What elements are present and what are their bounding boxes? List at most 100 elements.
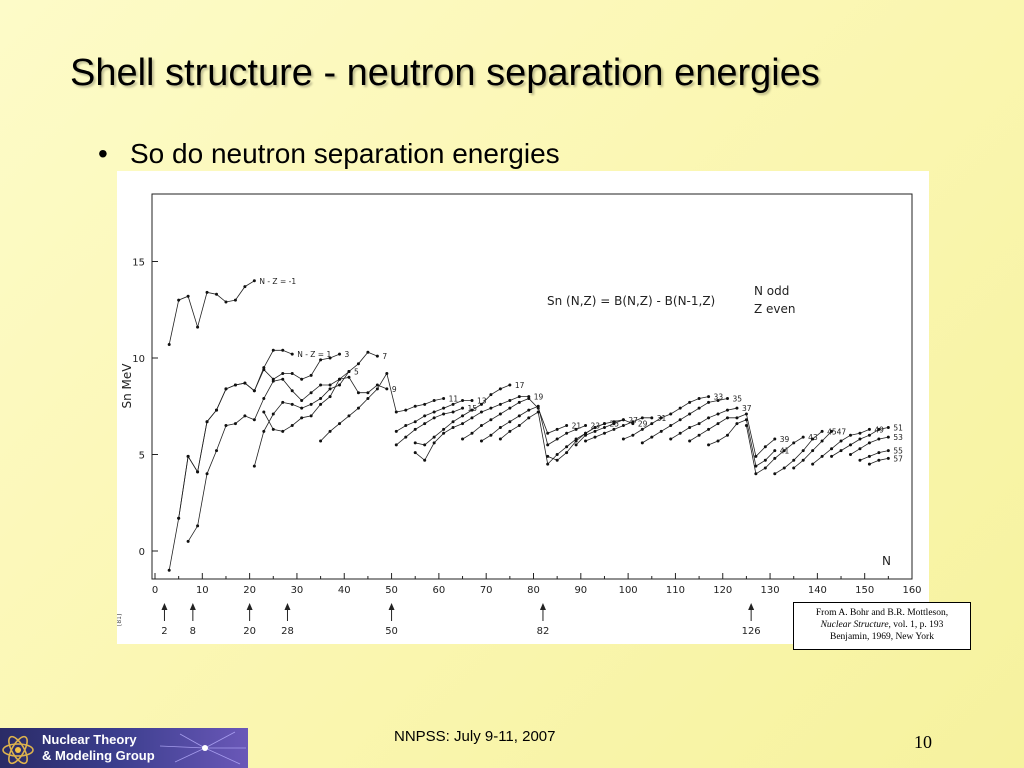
data-point xyxy=(300,406,304,410)
data-point xyxy=(565,424,569,428)
data-point xyxy=(271,379,275,383)
data-point xyxy=(442,412,446,416)
data-point xyxy=(725,408,729,412)
x-tick-label: 140 xyxy=(808,585,827,596)
data-point xyxy=(886,435,890,439)
data-point xyxy=(281,377,285,381)
data-point xyxy=(413,441,417,445)
bullet-item: • So do neutron separation energies xyxy=(98,138,560,170)
data-point xyxy=(356,406,360,410)
data-point xyxy=(479,424,483,428)
data-point xyxy=(858,431,862,435)
data-point xyxy=(707,416,711,420)
series-line xyxy=(187,371,350,542)
data-point xyxy=(338,422,342,426)
data-point xyxy=(688,412,692,416)
magic-arrow-head xyxy=(189,603,196,610)
data-point xyxy=(281,348,285,352)
data-point xyxy=(650,422,654,426)
magic-number-label: 8 xyxy=(190,626,196,637)
data-point xyxy=(867,427,871,431)
data-point xyxy=(886,449,890,453)
data-point xyxy=(470,431,474,435)
data-point xyxy=(848,443,852,447)
citation-line-3: Benjamin, 1969, New York xyxy=(830,632,934,642)
data-point xyxy=(309,414,313,418)
data-point xyxy=(546,454,550,458)
series-line xyxy=(689,413,776,458)
data-point xyxy=(290,352,294,356)
data-point xyxy=(744,412,748,416)
magic-arrow-head xyxy=(539,603,546,610)
data-point xyxy=(839,449,843,453)
data-point xyxy=(423,443,427,447)
data-point xyxy=(442,397,446,401)
data-point xyxy=(233,422,237,426)
data-point xyxy=(877,437,881,441)
data-point xyxy=(309,402,313,406)
data-point xyxy=(215,292,219,296)
data-point xyxy=(262,397,266,401)
data-point xyxy=(338,383,342,387)
series-label: 55 xyxy=(893,447,903,456)
magic-number-label: 20 xyxy=(243,626,256,637)
magic-arrow-head xyxy=(388,603,395,610)
data-point xyxy=(527,416,531,420)
y-tick-label: 5 xyxy=(139,451,145,462)
data-point xyxy=(461,437,465,441)
bullet-icon: • xyxy=(98,138,108,169)
x-tick-label: 30 xyxy=(291,585,304,596)
logo-text: Nuclear Theory & Modeling Group xyxy=(42,732,155,764)
data-point xyxy=(394,410,398,414)
logo-line-2: & Modeling Group xyxy=(42,748,155,763)
data-point xyxy=(328,387,332,391)
data-point xyxy=(546,443,550,447)
series-label: 11 xyxy=(449,395,459,404)
data-point xyxy=(186,539,190,543)
data-point xyxy=(527,408,531,412)
magic-arrow-head xyxy=(246,603,253,610)
data-point xyxy=(886,456,890,460)
data-point xyxy=(773,449,777,453)
data-point xyxy=(565,445,569,449)
data-point xyxy=(858,458,862,462)
data-point xyxy=(224,387,228,391)
series-line xyxy=(462,398,567,440)
y-tick-label: 10 xyxy=(132,354,145,365)
data-point xyxy=(196,325,200,329)
x-tick-label: 70 xyxy=(480,585,493,596)
data-point xyxy=(773,437,777,441)
data-point xyxy=(725,397,729,401)
data-point xyxy=(867,433,871,437)
data-point xyxy=(413,451,417,455)
data-point xyxy=(508,420,512,424)
series-label: 17 xyxy=(515,381,525,390)
data-point xyxy=(631,420,635,424)
data-point xyxy=(281,429,285,433)
series-line xyxy=(670,407,737,440)
data-point xyxy=(782,449,786,453)
series-label: 53 xyxy=(893,433,903,442)
data-point xyxy=(858,447,862,451)
data-point xyxy=(593,425,597,429)
magic-arrow-head xyxy=(284,603,291,610)
data-point xyxy=(470,408,474,412)
data-point xyxy=(489,418,493,422)
data-point xyxy=(801,435,805,439)
data-point xyxy=(754,464,758,468)
data-point xyxy=(508,383,512,387)
data-point xyxy=(375,387,379,391)
data-point xyxy=(877,458,881,462)
series-label: 33 xyxy=(714,393,724,402)
data-point xyxy=(555,427,559,431)
x-tick-label: 120 xyxy=(713,585,732,596)
data-point xyxy=(470,398,474,402)
data-point xyxy=(300,377,304,381)
page-number: 10 xyxy=(914,732,932,752)
data-point xyxy=(366,350,370,354)
data-point xyxy=(461,406,465,410)
data-point xyxy=(479,410,483,414)
data-point xyxy=(744,418,748,422)
data-point xyxy=(498,437,502,441)
data-point xyxy=(300,398,304,402)
